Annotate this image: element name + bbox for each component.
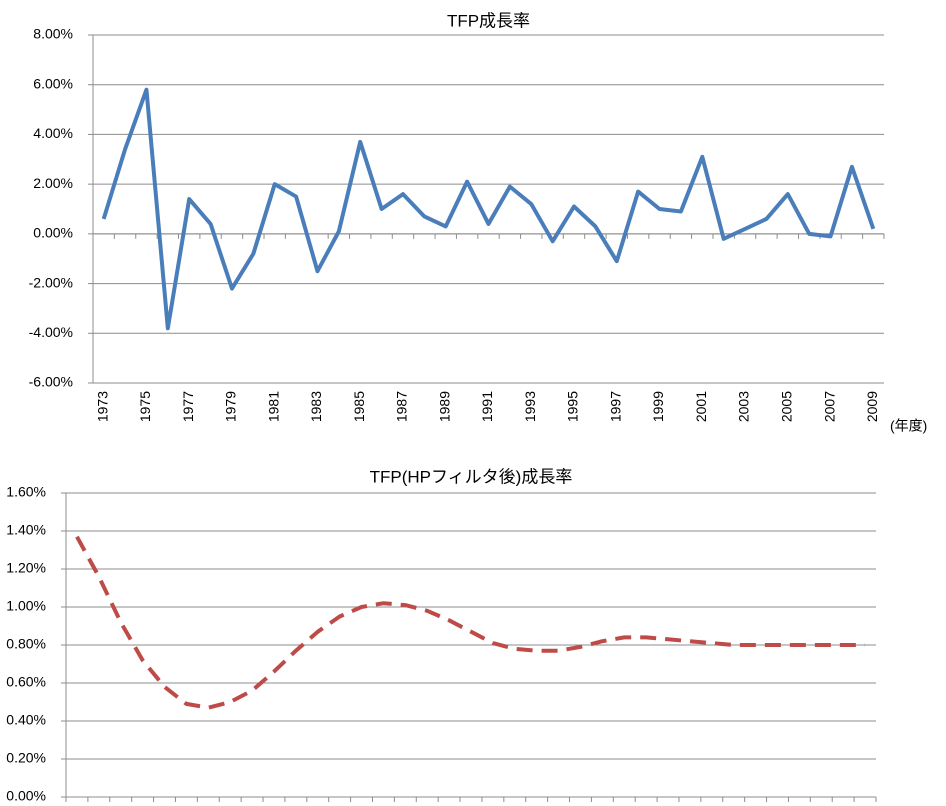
data-line <box>75 535 866 710</box>
x-tick-label: 1983 <box>308 391 324 422</box>
y-tick-label: 8.00% <box>33 26 73 42</box>
x-tick-label: 2005 <box>779 391 795 422</box>
x-tick-label: 1973 <box>94 391 110 422</box>
x-tick-label: 1981 <box>265 391 281 422</box>
y-tick-label: 0.60% <box>6 674 46 690</box>
x-tick-label: 1993 <box>522 391 538 422</box>
x-tick-label: 2009 <box>864 391 880 422</box>
y-tick-label: 6.00% <box>33 75 73 91</box>
y-tick-label: -4.00% <box>29 324 73 340</box>
y-tick-label: 0.00% <box>6 788 46 804</box>
y-tick-label: 0.00% <box>33 225 73 241</box>
x-tick-label: 1979 <box>223 391 239 422</box>
x-axis-label: (年度) <box>890 418 927 434</box>
y-tick-label: 2.00% <box>33 175 73 191</box>
x-tick-label: 1997 <box>607 391 623 422</box>
x-tick-label: 1987 <box>394 391 410 422</box>
x-tick-label: 2003 <box>736 391 752 422</box>
y-tick-label: 1.20% <box>6 560 46 576</box>
x-tick-label: 1989 <box>436 391 452 422</box>
chart-title: TFP成長率 <box>447 11 530 30</box>
y-tick-label: 1.60% <box>6 484 46 500</box>
x-tick-label: 2007 <box>821 391 837 422</box>
data-line <box>101 87 876 331</box>
x-tick-label: 1975 <box>137 391 153 422</box>
y-tick-label: 0.80% <box>6 636 46 652</box>
chart-title: TFP(HPフィルタ後)成長率 <box>370 467 573 486</box>
x-tick-label: 1991 <box>479 391 495 422</box>
y-tick-label: 0.40% <box>6 712 46 728</box>
y-tick-label: -2.00% <box>29 274 73 290</box>
x-tick-label: 1995 <box>565 391 581 422</box>
y-tick-label: 0.20% <box>6 750 46 766</box>
x-tick-label: 1977 <box>180 391 196 422</box>
y-tick-label: 1.40% <box>6 522 46 538</box>
x-tick-label: 1985 <box>351 391 367 422</box>
y-tick-label: 1.00% <box>6 598 46 614</box>
x-tick-label: 1999 <box>650 391 666 422</box>
x-tick-label: 2001 <box>693 391 709 422</box>
y-tick-label: -6.00% <box>29 374 73 390</box>
y-tick-label: 4.00% <box>33 125 73 141</box>
